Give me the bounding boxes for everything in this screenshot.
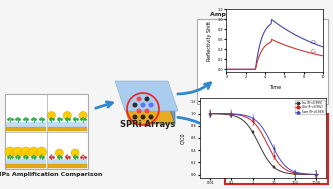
Y-axis label: C/C0: C/C0 (180, 132, 185, 144)
Text: $C_0$: $C_0$ (310, 38, 318, 47)
Polygon shape (120, 81, 165, 94)
Circle shape (47, 112, 56, 119)
Bar (48, 122, 87, 126)
Circle shape (63, 112, 71, 119)
Circle shape (133, 102, 138, 108)
Polygon shape (115, 81, 178, 111)
FancyBboxPatch shape (225, 114, 328, 184)
Circle shape (71, 149, 79, 157)
Circle shape (141, 115, 146, 119)
Text: SPRi Arrays: SPRi Arrays (120, 120, 175, 129)
Circle shape (137, 97, 142, 101)
Circle shape (37, 147, 47, 157)
Bar (48, 164, 87, 168)
Circle shape (137, 108, 142, 114)
Bar (48, 126, 87, 130)
Bar (6, 122, 46, 126)
Circle shape (79, 112, 87, 119)
Text: GNPs Amplification Comparison: GNPs Amplification Comparison (0, 172, 102, 177)
FancyBboxPatch shape (5, 94, 88, 169)
Circle shape (55, 149, 63, 157)
Circle shape (149, 102, 154, 108)
Circle shape (21, 147, 31, 157)
Circle shape (5, 147, 15, 157)
Bar (6, 159, 46, 164)
Text: Amplified Multiplex Detection: Amplified Multiplex Detection (210, 12, 315, 17)
Text: $C_x$: $C_x$ (310, 47, 318, 56)
FancyBboxPatch shape (197, 19, 328, 104)
Circle shape (29, 147, 39, 157)
Circle shape (141, 102, 146, 108)
Circle shape (133, 115, 138, 119)
Polygon shape (165, 81, 175, 124)
Polygon shape (120, 94, 175, 124)
Bar (48, 159, 87, 164)
Legend: Ins (R²=0.999), Glu (R²=0.992), Som (R²=0.993): Ins (R²=0.999), Glu (R²=0.992), Som (R²=… (295, 100, 325, 115)
Circle shape (149, 115, 154, 119)
Bar (6, 164, 46, 168)
Bar (6, 126, 46, 130)
Circle shape (13, 147, 23, 157)
Circle shape (145, 108, 150, 114)
Circle shape (145, 97, 150, 101)
Y-axis label: Reflectivity Shift: Reflectivity Shift (207, 21, 212, 61)
Text: Competitive Assay: Competitive Assay (244, 107, 309, 112)
X-axis label: Time: Time (269, 85, 281, 90)
